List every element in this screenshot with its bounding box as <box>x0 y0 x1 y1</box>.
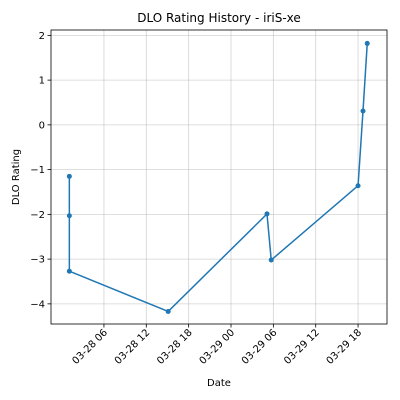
data-point <box>66 173 72 179</box>
x-tick-label: 03-29 00 <box>198 327 238 367</box>
x-tick-label: 03-28 18 <box>155 327 195 367</box>
y-tick-label: −2 <box>30 210 45 221</box>
grid-layer <box>51 30 387 324</box>
data-point <box>268 257 274 263</box>
data-point <box>360 108 366 114</box>
y-tick-label: 0 <box>39 120 45 131</box>
x-tick-label: 03-29 12 <box>282 327 322 367</box>
x-tick-label: 03-28 06 <box>70 327 110 367</box>
data-point <box>364 40 370 46</box>
chart-title: DLO Rating History - iriS-xe <box>137 11 301 25</box>
data-point <box>165 308 171 314</box>
y-tick-label: 1 <box>39 76 45 87</box>
x-tick-label: 03-28 12 <box>113 327 153 367</box>
x-axis-label: Date <box>207 378 231 389</box>
y-tick-label: −1 <box>30 165 45 176</box>
x-tick-label: 03-29 06 <box>240 327 280 367</box>
plot-frame <box>50 29 388 325</box>
y-axis-label: DLO Rating <box>11 149 22 205</box>
data-point <box>355 183 361 189</box>
series-line <box>68 43 368 313</box>
tick-layer: 03-28 06 03-28 12 03-28 18 03-29 00 03-29 06… <box>30 31 364 367</box>
y-tick-label: 2 <box>39 31 45 42</box>
series-layer <box>66 40 370 314</box>
y-tick-label: −3 <box>30 255 45 266</box>
data-point <box>66 213 72 219</box>
y-tick-label: −4 <box>30 299 45 310</box>
x-tick-label: 03-29 18 <box>325 327 365 367</box>
data-point <box>264 211 270 217</box>
data-point <box>66 268 72 274</box>
